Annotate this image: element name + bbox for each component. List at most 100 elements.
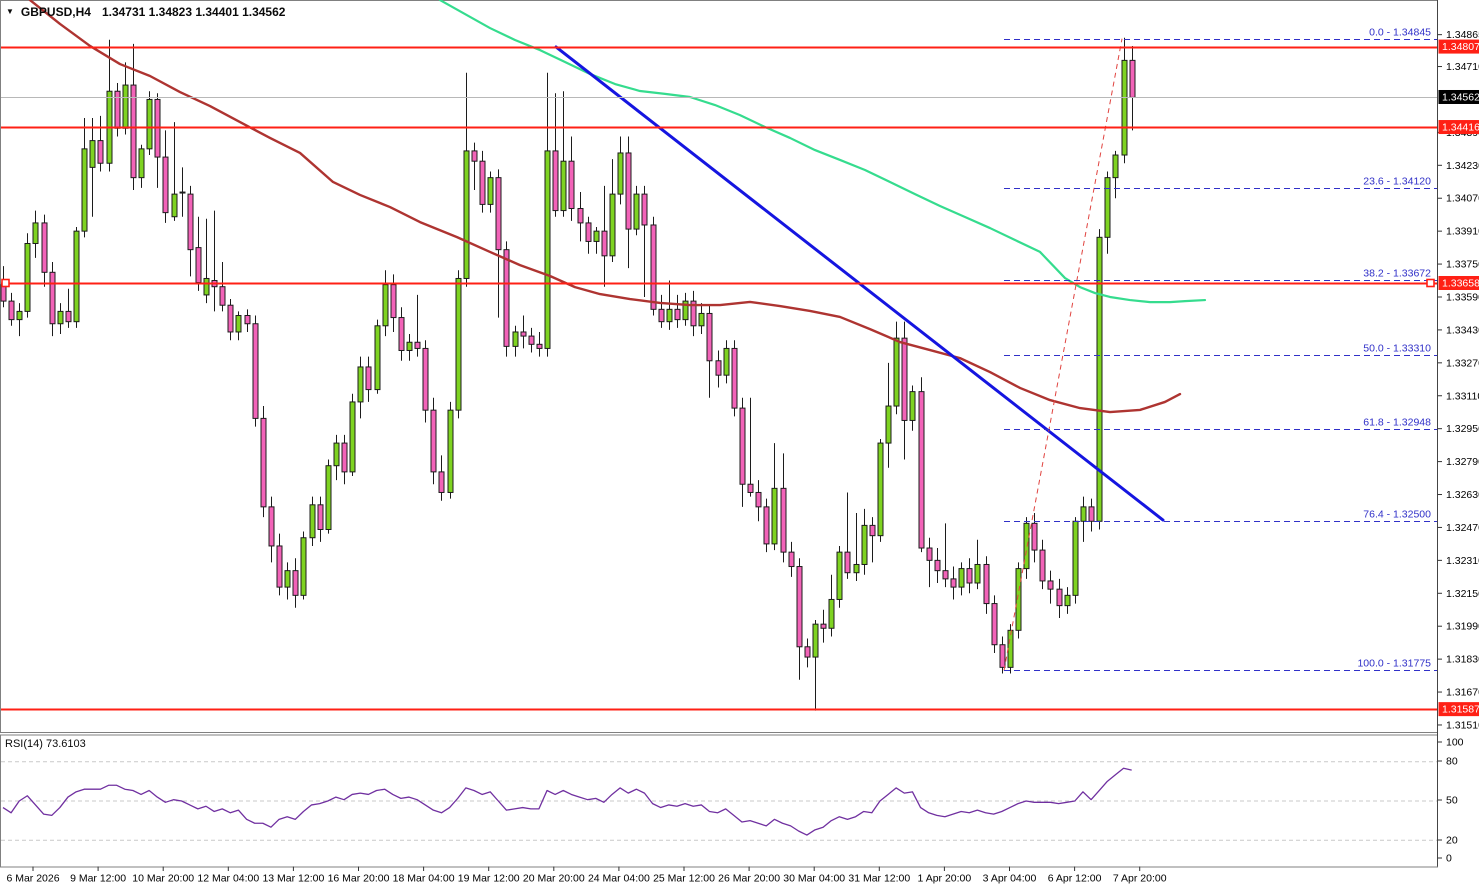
candle	[422, 340, 429, 423]
candle	[252, 315, 259, 427]
candle-body-bear	[503, 249, 510, 347]
candle	[763, 498, 770, 553]
candle	[999, 636, 1006, 674]
candle-body-bull	[146, 98, 153, 150]
price-tick-label: 1.32310	[1446, 555, 1479, 567]
candle-body-bull	[723, 347, 730, 376]
candle	[203, 218, 210, 304]
time-tick-label: 12 Mar 04:00	[197, 873, 259, 885]
ohlc-values: 1.34731 1.34823 1.34401 1.34562	[101, 5, 286, 19]
time-tick-label: 10 Mar 20:00	[132, 873, 194, 885]
price-tick-label: 1.31670	[1446, 687, 1479, 699]
candle	[333, 434, 340, 481]
time-tick-label: 6 Mar 2026	[6, 873, 59, 885]
candle	[585, 216, 592, 254]
candle	[893, 321, 900, 415]
rsi-tick-label: 100	[1446, 737, 1464, 749]
candle	[885, 362, 892, 468]
price-tag-line: 1.31587	[1438, 702, 1479, 717]
candle-body-bull	[349, 401, 356, 473]
fibonacci-tool[interactable]: 0.0 - 1.34845 23.6 - 1.34120 38.2 - 1.3367…	[1003, 27, 1437, 671]
candle-body-bear	[755, 491, 762, 508]
candle	[503, 241, 510, 357]
candle-body-bear	[999, 644, 1006, 668]
candle	[731, 340, 738, 417]
price-tag-line: 1.34807	[1438, 39, 1479, 54]
candle-body-bull	[828, 598, 835, 629]
price-tick-label: 1.33270	[1446, 357, 1479, 369]
candle-body-bear	[901, 337, 908, 421]
price-tick-label: 1.33590	[1446, 291, 1479, 303]
time-axis[interactable]: 6 Mar 2026 9 Mar 12:00 10 Mar 20:00 12 Mar …	[6, 866, 1167, 885]
candle	[780, 453, 787, 563]
candle	[89, 117, 96, 217]
time-tick-label: 19 Mar 12:00	[458, 873, 520, 885]
candle-body-bull	[32, 222, 39, 244]
candle-body-bull	[179, 191, 186, 194]
line-drag-handle[interactable]	[1, 278, 10, 288]
candle-body-bull	[203, 277, 210, 296]
candle-body-bull	[1015, 568, 1022, 631]
candle-body-bull	[57, 310, 64, 325]
candle-body-bear	[950, 578, 957, 588]
candle-body-bear	[244, 315, 251, 325]
candle-body-bull	[609, 193, 616, 257]
rsi-tick-label: 20	[1446, 835, 1458, 847]
candle	[57, 303, 64, 335]
candle-body-bull	[512, 331, 519, 347]
candle-body-bear	[49, 271, 56, 325]
svg-text:1.31587: 1.31587	[1442, 704, 1479, 716]
candle	[536, 331, 543, 357]
candle	[276, 533, 283, 596]
candle-body-bull	[309, 504, 316, 539]
price-tick-label: 1.33110	[1446, 390, 1479, 402]
fib-level-label: 100.0 - 1.31775	[1357, 658, 1431, 670]
candle	[593, 227, 600, 254]
candle-body-bear	[268, 506, 275, 547]
candle	[309, 496, 316, 546]
candle	[374, 319, 381, 394]
candle	[698, 303, 705, 335]
candle-body-bear	[317, 504, 324, 530]
candle	[706, 305, 713, 398]
candle	[179, 167, 186, 217]
candle-body-bull	[300, 537, 307, 596]
candle	[666, 280, 673, 330]
candle	[682, 292, 689, 326]
candle	[1023, 517, 1030, 579]
candle-body-bear	[625, 152, 632, 230]
candle-body-bull	[16, 310, 23, 321]
candle-body-bull	[89, 140, 96, 168]
candle-body-bear	[942, 570, 949, 580]
line-drag-handle[interactable]	[1426, 278, 1435, 288]
chart-dropdown-icon[interactable]: ▼	[6, 7, 14, 16]
price-tag-line: 1.33658	[1438, 275, 1479, 290]
candle-body-bear	[520, 331, 527, 337]
candle-body-bear	[479, 160, 486, 205]
candle-body-bear	[162, 156, 169, 214]
candle-body-bear	[1129, 59, 1136, 98]
candle-body-bear	[276, 545, 283, 588]
candle-body-bear	[780, 487, 787, 553]
candle-body-bull	[1080, 506, 1087, 522]
rsi-indicator-label: RSI(14) 73.6103	[5, 738, 86, 750]
candle	[1121, 37, 1128, 164]
candle	[187, 185, 194, 277]
candle	[560, 91, 567, 217]
candle	[479, 150, 486, 213]
candle	[950, 566, 957, 600]
candle	[1039, 539, 1046, 590]
candle	[244, 309, 251, 332]
candle-body-bear	[601, 230, 608, 257]
time-tick-label: 13 Mar 12:00	[262, 873, 324, 885]
candle-body-bear	[568, 160, 575, 210]
candle	[81, 117, 88, 238]
fib-trend-line[interactable]	[1003, 38, 1123, 671]
candle-body-bull	[698, 312, 705, 327]
candle-body-bear	[365, 366, 372, 391]
fib-level-label: 76.4 - 1.32500	[1363, 509, 1431, 521]
candle-body-bull	[909, 391, 916, 421]
candle	[1056, 578, 1063, 618]
candle	[438, 455, 445, 501]
